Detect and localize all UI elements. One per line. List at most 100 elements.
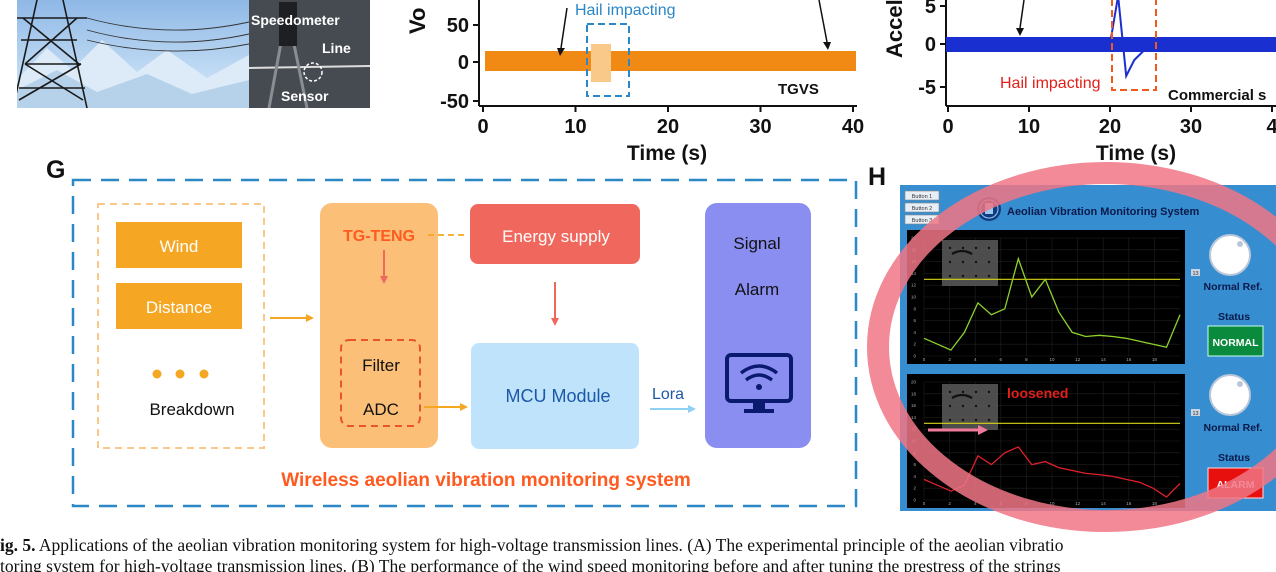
arrow-head [1016, 28, 1024, 36]
y-axis-label: Accel [882, 0, 907, 58]
hail-box [586, 23, 630, 97]
status-label-2: Status [1218, 452, 1250, 464]
fig-label: ig. 5. [0, 535, 36, 555]
voltage-signal-band [485, 51, 856, 71]
teng-box [320, 203, 438, 448]
y-tick-label: 0 [925, 34, 936, 56]
y-tick-label: 4 [913, 330, 916, 335]
knob-1 [1209, 234, 1251, 276]
x-tick-label: 14 [1101, 501, 1107, 506]
y-tick-label: 0 [913, 354, 916, 359]
arrow-right [818, 0, 828, 43]
y-tick-label: 14 [911, 271, 917, 276]
input-group-frame [97, 203, 265, 449]
threshold-value: 13 [1192, 271, 1198, 277]
button-2-label: Button 2 [912, 206, 933, 212]
y-tick-label: 8 [913, 306, 916, 311]
y-tick-label: 18 [911, 391, 917, 396]
y-tick-label: 20 [911, 380, 917, 385]
x-tick-label: 40 [842, 116, 864, 138]
wind-box [116, 222, 242, 268]
button-1[interactable] [904, 190, 940, 201]
figure-caption: ig. 5. Applications of the aeolian vibra… [0, 535, 1276, 572]
acceleration-chart: Accel 5 0 -5 0 10 20 30 4 Hail impacting Comme… [882, 0, 1276, 165]
x-tick-label: 0 [923, 357, 926, 362]
system-title: Wireless aeolian vibration monitoring sy… [281, 470, 691, 491]
alarm-label: Alarm [735, 280, 779, 299]
monitor-wifi-icon [725, 353, 793, 413]
distance-box [116, 283, 242, 329]
x-tick-label: 20 [1099, 116, 1121, 138]
x-axis-label: Time (s) [627, 142, 707, 165]
distance-label: Distance [146, 298, 212, 317]
pink-arrow-head [978, 425, 988, 435]
energy-label: Energy supply [502, 227, 610, 246]
voltage-chart: Vo 500-50 0 10 20 30 40 Hail impacting TGVS … [405, 0, 864, 165]
x-axis-label: Time (s) [1096, 142, 1176, 165]
x-tick-label: 10 [1049, 357, 1055, 362]
knob-2 [1209, 374, 1251, 416]
button-2[interactable] [904, 202, 940, 213]
energy-supply-box [470, 204, 640, 264]
y-tick-label: -50 [440, 91, 469, 113]
dot [175, 369, 185, 379]
x-tick-label: 0 [942, 116, 953, 138]
monitor-series-line [923, 256, 1181, 351]
dot [199, 369, 209, 379]
caption-text-1: Applications of the aeolian vibration mo… [35, 535, 1064, 555]
threshold-knob-normal[interactable] [1209, 234, 1251, 276]
filter-label: Filter [362, 356, 400, 375]
breakdown-label: Breakdown [149, 400, 234, 419]
x-tick-label: 4 [1266, 116, 1276, 138]
x-tick-label: 12 [1075, 357, 1081, 362]
panel-g: G Wind Distance Breakdown TG-TENG Filter… [46, 156, 858, 508]
app-title: Aeolian Vibration Monitoring System [1007, 206, 1200, 218]
x-tick-label: 18 [1152, 501, 1158, 506]
x-tick-label: 12 [1075, 501, 1081, 506]
x-tick-label: 6 [1000, 357, 1003, 362]
x-tick-label: 4 [974, 357, 977, 362]
x-tick-label: 20 [657, 116, 679, 138]
signal-alarm-box [705, 203, 811, 448]
x-ticks: 0 10 20 30 40 [477, 106, 864, 138]
sensor-shape-icon [951, 393, 973, 399]
y-tick-label: 16 [911, 403, 917, 408]
caption-line-2: toring system for high-voltage transmiss… [0, 556, 1061, 572]
caption-line-1: ig. 5. Applications of the aeolian vibra… [0, 535, 1276, 556]
y-tick-label: 2 [913, 342, 916, 347]
x-tick-label: 16 [1126, 501, 1132, 506]
x-tick-label: 10 [1049, 501, 1055, 506]
x-tick-label: 14 [1101, 357, 1107, 362]
outer-dashed-frame [71, 178, 858, 508]
status-normal-badge [1207, 325, 1264, 357]
mcu-label: MCU Module [505, 386, 610, 406]
transmission-line-photo: Speedometer Line Sensor [17, 0, 370, 108]
tgvs-label: TGVS [778, 81, 819, 98]
wind-label: Wind [160, 237, 199, 256]
adc-label: ADC [363, 400, 399, 419]
status-label: Status [1218, 311, 1250, 323]
y-tick-label: 14 [911, 415, 917, 420]
threshold-knob-alarm[interactable] [1209, 374, 1251, 416]
hail-burst [591, 44, 611, 82]
y-tick-label: 6 [913, 318, 916, 323]
normal-ref-label-2: Normal Ref. [1204, 422, 1263, 434]
y-tick-label: 0 [913, 498, 916, 503]
button-1-label: Button 1 [912, 194, 933, 200]
x-tick-label: 16 [1126, 357, 1132, 362]
mcu-box [471, 343, 639, 449]
hail-annotation: Hail impacting [1000, 75, 1100, 92]
y-tick-label: 50 [447, 15, 469, 37]
lora-label: Lora [652, 386, 684, 403]
status-normal-text: NORMAL [1212, 337, 1259, 349]
signal-label: Signal [733, 234, 780, 253]
panel-label: G [46, 156, 65, 184]
x-tick-label: 10 [564, 116, 586, 138]
loosened-label: loosened [1007, 385, 1068, 401]
sensor-label: Sensor [281, 88, 329, 104]
arrow [1019, 0, 1025, 29]
x-tick-label: 30 [1180, 116, 1202, 138]
x-tick-label: 10 [1018, 116, 1040, 138]
sensor-shape-icon [951, 249, 973, 255]
